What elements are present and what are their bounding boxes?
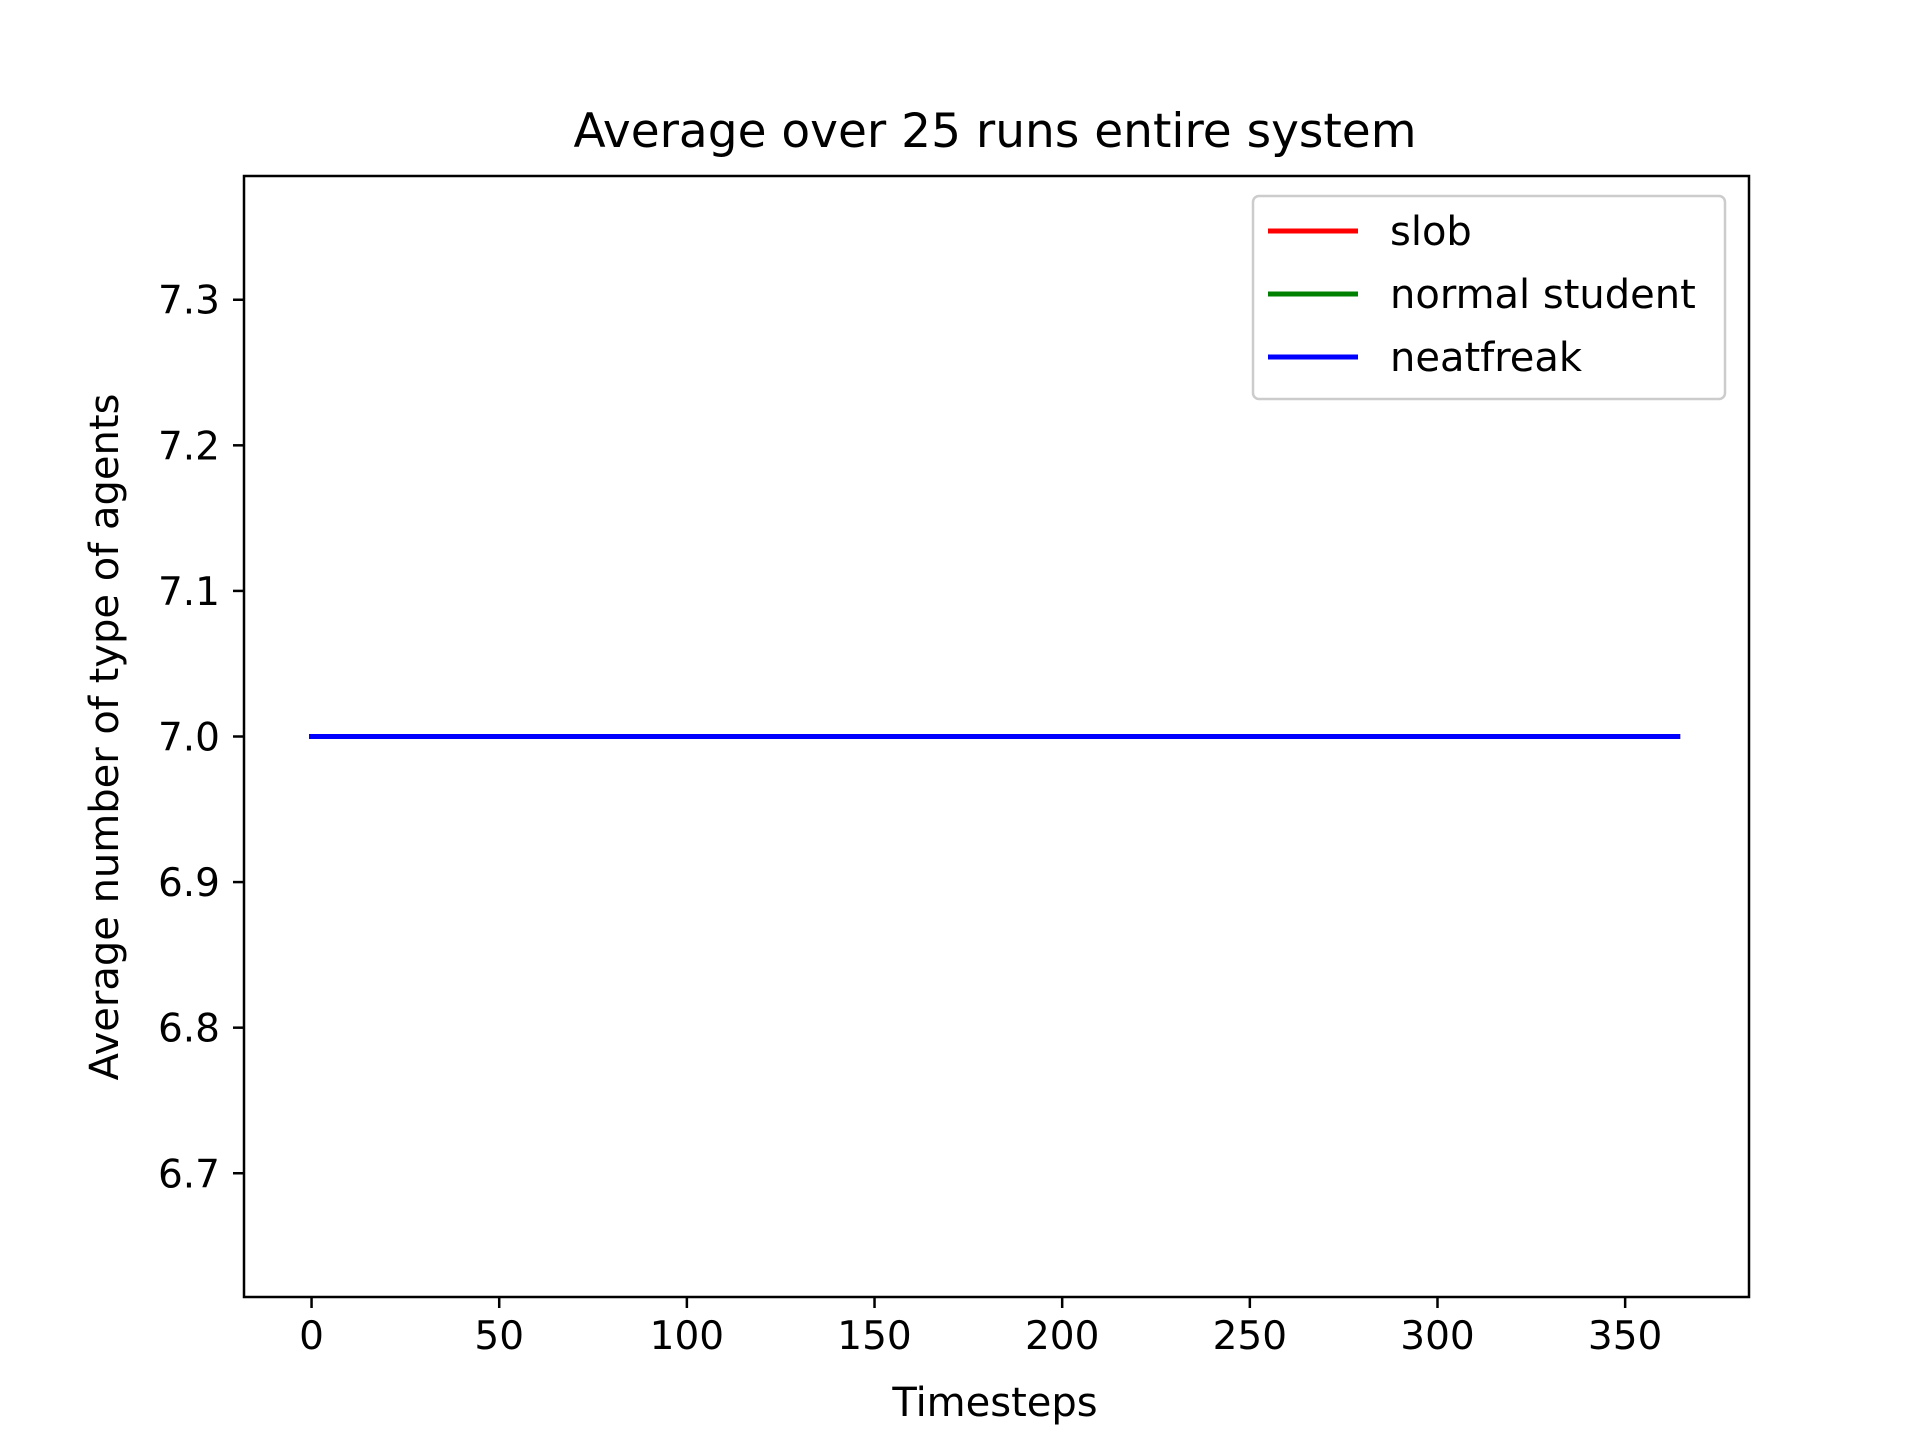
- legend: slob normal student neatfreak: [1251, 194, 1727, 401]
- x-tick-label: 150: [837, 1314, 911, 1359]
- y-tick-label: 6.8: [158, 1007, 220, 1052]
- y-axis-ticks: 6.7 6.8 6.9 7.0 7.1 7.2 7.3: [158, 279, 244, 1197]
- y-tick-label: 7.1: [158, 570, 220, 615]
- x-tick-label: 0: [299, 1314, 324, 1359]
- y-tick-label: 7.0: [158, 716, 220, 761]
- x-tick-label: 300: [1400, 1314, 1474, 1359]
- x-tick-label: 50: [474, 1314, 524, 1359]
- x-axis-ticks: 0 50 100 150 200 250 300 350: [299, 1297, 1662, 1359]
- legend-box: [1251, 194, 1727, 401]
- y-tick-label: 7.2: [158, 424, 220, 469]
- x-tick-label: 100: [650, 1314, 724, 1359]
- legend-label: neatfreak: [1390, 335, 1583, 381]
- legend-label: slob: [1390, 209, 1472, 255]
- chart-title: Average over 25 runs entire system: [573, 104, 1416, 159]
- y-tick-label: 7.3: [158, 279, 220, 324]
- x-axis-label: Timesteps: [891, 1380, 1097, 1426]
- y-axis-label: Average number of type of agents: [82, 394, 128, 1081]
- x-tick-label: 200: [1025, 1314, 1099, 1359]
- x-tick-label: 350: [1588, 1314, 1662, 1359]
- legend-label: normal student: [1390, 272, 1696, 318]
- y-tick-label: 6.9: [158, 861, 220, 906]
- y-tick-label: 6.7: [158, 1152, 220, 1197]
- x-tick-label: 250: [1213, 1314, 1287, 1359]
